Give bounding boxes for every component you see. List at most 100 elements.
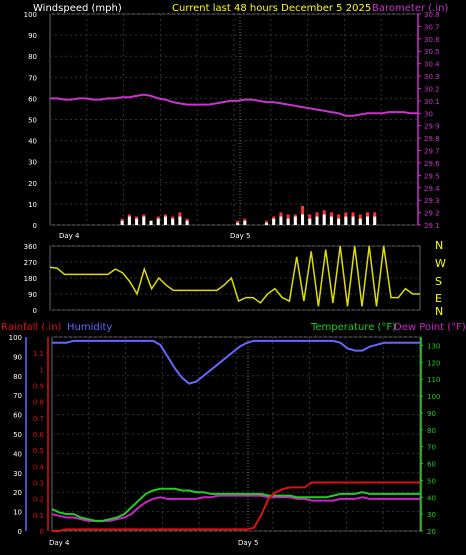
baro-tick-label: 29.4 (424, 185, 440, 193)
wind-bar (322, 214, 326, 225)
wind-bar (337, 218, 341, 225)
wind-tick-label: 60 (28, 95, 37, 103)
wind-tick-label: 80 (28, 53, 37, 61)
direction-tick-label: 360 (24, 243, 37, 251)
barometer-title: Barometer (.in) (372, 3, 448, 14)
rain-tick-label: 0.3 (33, 480, 44, 488)
baro-tick-label: 30.2 (424, 85, 440, 93)
wind-bar (163, 216, 167, 225)
baro-tick-label: 29.9 (424, 123, 440, 131)
wind-bar (279, 216, 283, 225)
wind-bar (351, 216, 355, 225)
wind-bar (272, 218, 276, 225)
wind-bar (156, 218, 160, 225)
temp-tick-label: 130 (427, 342, 440, 350)
temp-tick-label: 20 (427, 528, 436, 536)
humidity-title: Humidity (67, 322, 112, 333)
direction-line (49, 245, 420, 307)
wind-tick-label: 40 (28, 138, 37, 146)
compass-n-bottom: N (435, 305, 443, 318)
temp-tick-label: 100 (427, 393, 440, 401)
rain-tick-label: 0.7 (33, 415, 44, 423)
baro-tick-label: 30 (424, 110, 433, 118)
wind-bar (264, 222, 268, 225)
humidity-tick-label: 10 (13, 509, 22, 517)
rain-tick-label: 0.8 (33, 399, 44, 407)
wind-tick-label: 70 (28, 74, 37, 82)
wind-bar (315, 216, 319, 225)
day5-label-bottom: Day 5 (238, 539, 259, 547)
baro-tick-label: 30.1 (424, 98, 440, 106)
baro-tick-label: 30.6 (424, 36, 440, 44)
rain-tick-label: 1.1 (33, 350, 44, 358)
temp-tick-label: 60 (427, 461, 436, 469)
wind-bar (142, 216, 146, 225)
humidity-tick-label: 20 (13, 489, 22, 497)
temp-tick-label: 70 (427, 444, 436, 452)
rainfall-title: Rainfall (.in) (1, 322, 62, 333)
day5-label: Day 5 (230, 232, 251, 240)
rain-tick-label: 0.4 (33, 463, 45, 471)
wind-bar (185, 220, 189, 225)
wind-bar (308, 218, 312, 225)
temperature-line (51, 487, 420, 522)
baro-tick-label: 30.8 (424, 11, 440, 19)
wind-bar (178, 216, 182, 225)
temp-tick-label: 90 (427, 410, 436, 418)
baro-tick-label: 29.8 (424, 135, 440, 143)
compass-s: S (435, 275, 442, 288)
baro-tick-label: 29.5 (424, 172, 440, 180)
windspeed-title: Windspeed (mph) (33, 3, 122, 14)
wind-tick-label: 100 (24, 11, 37, 19)
humidity-tick-label: 100 (9, 334, 22, 342)
humidity-tick-label: 40 (13, 450, 22, 458)
wind-bar (329, 216, 333, 225)
humidity-tick-label: 80 (13, 373, 22, 381)
humidity-tick-label: 30 (13, 470, 22, 478)
humidity-tick-label: 0 (18, 528, 22, 536)
compass-e: E (435, 292, 442, 305)
temp-tick-label: 80 (427, 427, 436, 435)
rain-tick-label: 0.6 (33, 431, 45, 439)
wind-tick-label: 30 (28, 159, 37, 167)
wind-bar (127, 216, 131, 225)
humidity-line (52, 339, 420, 385)
direction-tick-label: 0 (33, 307, 37, 315)
humidity-tick-label: 60 (13, 412, 22, 420)
wind-bar (373, 216, 377, 225)
rain-tick-label: 0 (40, 528, 44, 536)
wind-bar (149, 220, 153, 225)
wind-tick-label: 50 (28, 117, 37, 125)
wind-bar (236, 222, 240, 225)
rainfall-line (52, 481, 420, 532)
baro-tick-label: 29.3 (424, 197, 440, 205)
wind-bar (301, 214, 305, 225)
wind-bar (344, 216, 348, 225)
wind-tick-label: 90 (28, 32, 37, 40)
wind-bar (358, 218, 362, 225)
barometer-line (50, 93, 418, 117)
rain-tick-label: 0.5 (33, 447, 44, 455)
rain-tick-label: 1 (40, 366, 44, 374)
temperature-title: Temperature (°F) (310, 322, 396, 333)
wind-bar (243, 220, 247, 225)
wind-tick-label: 0 (33, 222, 37, 230)
dewpoint-title: Dew Point (°F) (394, 322, 466, 333)
compass-w: W (435, 257, 446, 270)
day4-label-bottom: Day 4 (49, 539, 70, 547)
wind-tick-label: 20 (28, 180, 37, 188)
baro-tick-label: 29.2 (424, 210, 440, 218)
rain-tick-label: 0.9 (33, 383, 44, 391)
temp-tick-label: 50 (427, 477, 436, 485)
baro-tick-label: 30.3 (424, 73, 440, 81)
compass-n-top: N (435, 239, 443, 252)
wind-bar (120, 220, 124, 225)
humidity-tick-label: 50 (13, 431, 22, 439)
day4-label: Day 4 (59, 232, 80, 240)
direction-tick-label: 270 (24, 259, 37, 267)
temp-tick-label: 120 (427, 359, 440, 367)
baro-tick-label: 29.6 (424, 160, 440, 168)
temp-tick-label: 40 (427, 494, 436, 502)
direction-tick-label: 180 (24, 275, 37, 283)
